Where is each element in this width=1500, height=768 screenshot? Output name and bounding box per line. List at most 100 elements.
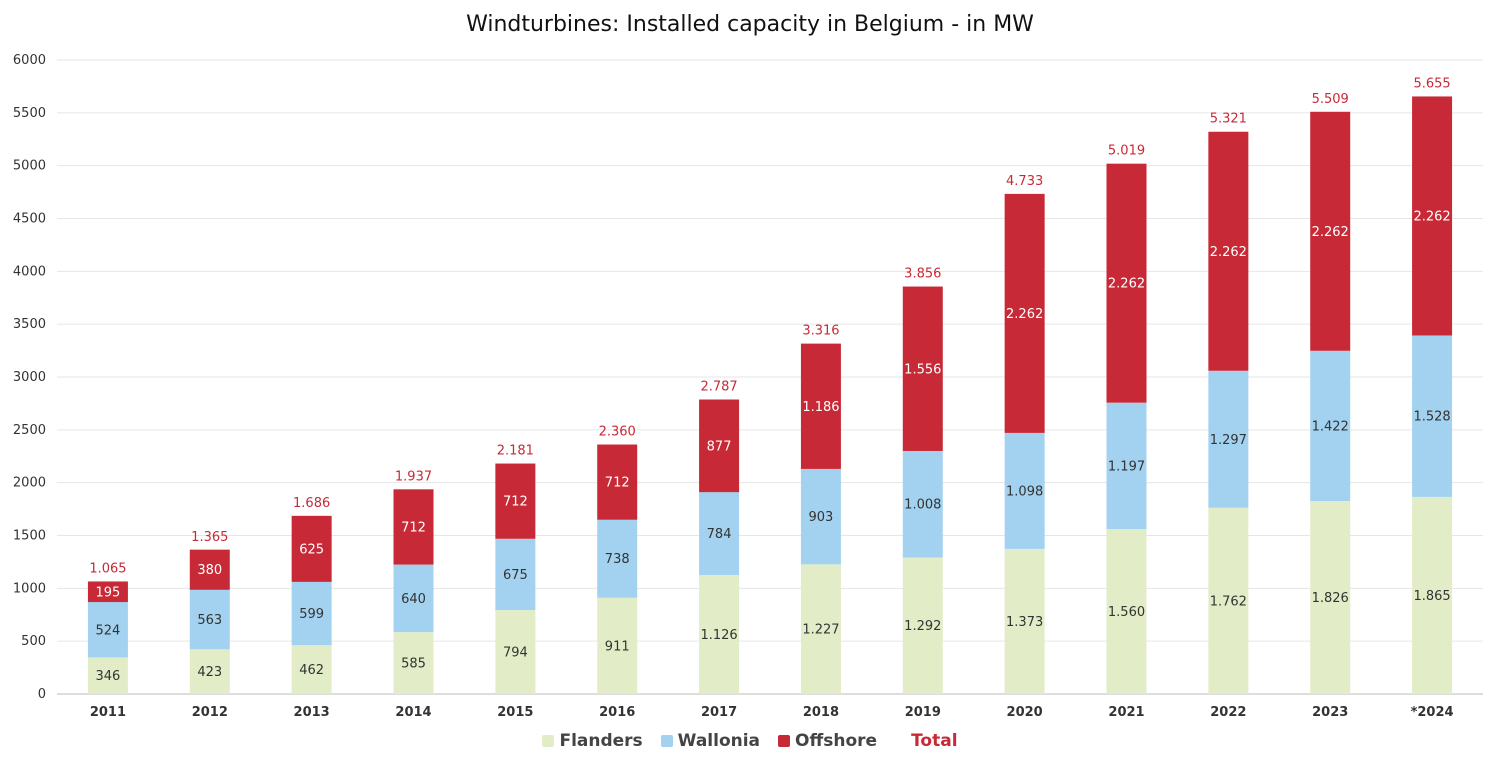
data-label-offshore: 2.262 bbox=[1108, 277, 1145, 292]
chart-title: Windturbines: Installed capacity in Belg… bbox=[466, 12, 1034, 37]
bar-segment-wallonia bbox=[291, 581, 332, 646]
y-tick-label: 1000 bbox=[13, 581, 46, 596]
y-tick-label: 0 bbox=[38, 687, 46, 702]
data-label-flanders: 1.865 bbox=[1413, 589, 1450, 604]
legend-swatch-offshore bbox=[778, 735, 791, 747]
bar-segment-offshore bbox=[800, 343, 841, 469]
data-label-flanders: 1.762 bbox=[1210, 594, 1247, 609]
data-label-wallonia: 675 bbox=[503, 568, 528, 583]
y-tick-label: 2000 bbox=[13, 476, 46, 491]
data-label-offshore: 712 bbox=[503, 495, 528, 510]
bar-segment-flanders bbox=[495, 610, 536, 694]
x-tick-label: 2018 bbox=[803, 705, 839, 720]
y-tick-label: 5500 bbox=[13, 106, 46, 121]
legend-label-offshore: Offshore bbox=[795, 731, 878, 751]
bar-segment-flanders bbox=[189, 649, 230, 694]
total-label: 3.856 bbox=[904, 267, 941, 282]
bar-segment-flanders bbox=[800, 564, 841, 694]
data-label-flanders: 1.126 bbox=[700, 628, 737, 643]
bar-segment-offshore bbox=[902, 286, 943, 451]
data-label-offshore: 1.556 bbox=[904, 362, 941, 377]
bar-segment-wallonia bbox=[1004, 432, 1045, 549]
bar-segment-flanders bbox=[393, 632, 434, 694]
legend-label-wallonia: Wallonia bbox=[677, 731, 761, 751]
y-tick-label: 1500 bbox=[13, 529, 46, 544]
y-tick-label: 5000 bbox=[13, 159, 46, 174]
legend-item-wallonia[interactable]: Wallonia bbox=[660, 731, 761, 751]
x-tick-label: 2015 bbox=[497, 705, 533, 720]
bar-segment-flanders bbox=[87, 657, 128, 694]
total-label: 3.316 bbox=[802, 324, 839, 339]
data-label-flanders: 1.373 bbox=[1006, 615, 1043, 630]
bar-segment-offshore bbox=[1208, 131, 1249, 371]
legend-item-offshore[interactable]: Offshore bbox=[778, 731, 877, 751]
y-tick-label: 500 bbox=[21, 634, 46, 649]
bar-segment-offshore bbox=[699, 399, 740, 493]
data-label-offshore: 1.186 bbox=[802, 400, 839, 415]
bar-segment-wallonia bbox=[87, 602, 128, 658]
data-label-offshore: 2.262 bbox=[1006, 307, 1043, 322]
bar-segment-flanders bbox=[1208, 507, 1249, 694]
data-label-wallonia: 1.422 bbox=[1312, 419, 1349, 434]
y-tick-label: 3500 bbox=[13, 317, 46, 332]
x-tick-label: 2019 bbox=[905, 705, 941, 720]
bar-segment-wallonia bbox=[1208, 370, 1249, 508]
bar-segment-offshore bbox=[1004, 193, 1045, 433]
bar-segment-wallonia bbox=[800, 468, 841, 565]
data-label-wallonia: 1.528 bbox=[1413, 410, 1450, 425]
bar-segment-offshore bbox=[597, 444, 638, 520]
data-label-wallonia: 1.008 bbox=[904, 498, 941, 513]
bar-segment-offshore bbox=[495, 463, 536, 539]
total-label: 1.937 bbox=[395, 469, 432, 484]
data-label-wallonia: 524 bbox=[96, 623, 121, 638]
y-tick-label: 4000 bbox=[13, 264, 46, 279]
total-label: 1.365 bbox=[191, 530, 228, 545]
data-label-offshore: 712 bbox=[401, 520, 426, 535]
bar-segment-flanders bbox=[1412, 496, 1453, 694]
legend-item-total[interactable]: Total bbox=[911, 731, 957, 751]
bar-segment-offshore bbox=[291, 515, 332, 582]
data-label-flanders: 1.826 bbox=[1312, 591, 1349, 606]
bar-segment-offshore bbox=[189, 549, 230, 590]
data-label-wallonia: 903 bbox=[809, 510, 834, 525]
data-label-wallonia: 563 bbox=[197, 613, 222, 628]
data-label-flanders: 1.292 bbox=[904, 619, 941, 634]
bar-segment-wallonia bbox=[902, 450, 943, 558]
bar-segment-wallonia bbox=[495, 538, 536, 611]
bar-segment-wallonia bbox=[189, 589, 230, 650]
bar-segment-flanders bbox=[291, 645, 332, 694]
y-tick-label: 2500 bbox=[13, 423, 46, 438]
bar-segment-offshore bbox=[87, 581, 128, 603]
legend-item-flanders[interactable]: Flanders bbox=[542, 731, 643, 751]
data-label-offshore: 2.262 bbox=[1210, 245, 1247, 260]
data-label-offshore: 380 bbox=[197, 563, 222, 578]
data-label-flanders: 423 bbox=[197, 665, 222, 680]
bar-segment-wallonia bbox=[1412, 335, 1453, 497]
bar-segment-offshore bbox=[1106, 163, 1147, 403]
total-label: 2.181 bbox=[497, 444, 534, 459]
legend-swatch-flanders bbox=[542, 735, 555, 747]
total-label: 1.065 bbox=[89, 561, 126, 576]
data-label-offshore: 877 bbox=[707, 439, 732, 454]
data-label-flanders: 462 bbox=[299, 663, 324, 678]
x-tick-label: 2017 bbox=[701, 705, 737, 720]
x-tick-label: 2013 bbox=[294, 705, 330, 720]
data-label-flanders: 1.560 bbox=[1108, 605, 1145, 620]
x-tick-label: 2011 bbox=[90, 705, 126, 720]
data-label-wallonia: 1.098 bbox=[1006, 484, 1043, 499]
bar-segment-flanders bbox=[902, 557, 943, 694]
total-label: 5.655 bbox=[1413, 76, 1450, 91]
total-label: 5.321 bbox=[1210, 112, 1247, 127]
x-tick-label: 2014 bbox=[395, 705, 431, 720]
x-tick-label: 2021 bbox=[1108, 705, 1144, 720]
bar-segment-wallonia bbox=[393, 564, 434, 633]
total-label: 1.686 bbox=[293, 496, 330, 511]
bar-segment-flanders bbox=[1004, 548, 1045, 694]
legend-label-flanders: Flanders bbox=[559, 731, 643, 751]
y-tick-label: 4500 bbox=[13, 212, 46, 227]
legend: Flanders Wallonia Offshore Total bbox=[0, 731, 1500, 751]
data-label-offshore: 2.262 bbox=[1312, 225, 1349, 240]
legend-label-total: Total bbox=[911, 731, 958, 751]
